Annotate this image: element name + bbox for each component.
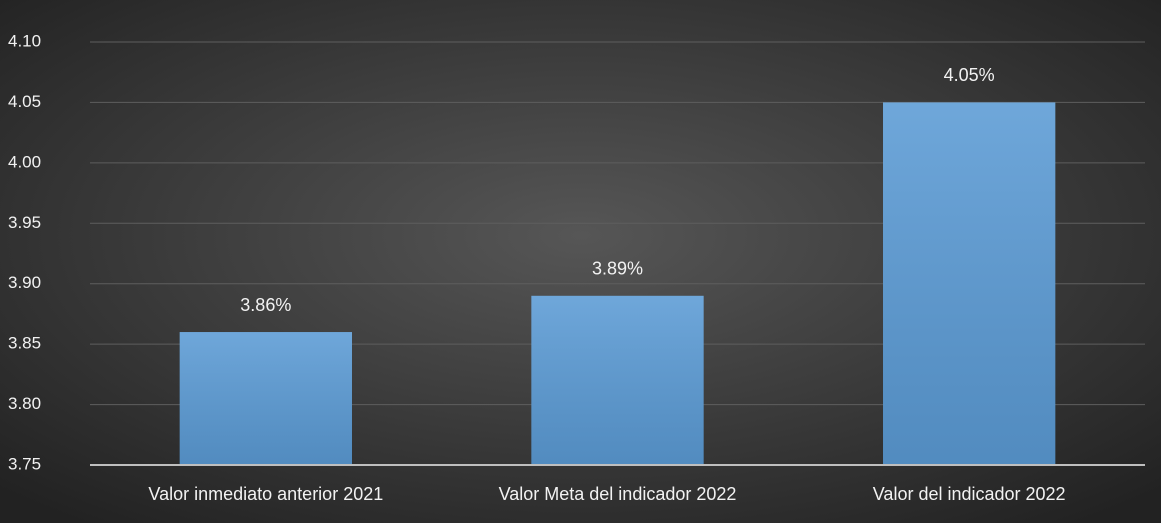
y-tick-label: 3.90 <box>8 273 41 292</box>
x-tick-label: Valor inmediato anterior 2021 <box>148 484 383 504</box>
y-tick-label: 4.05 <box>8 92 41 111</box>
bar <box>883 102 1056 465</box>
bar <box>531 295 704 465</box>
y-tick-label: 3.80 <box>8 394 41 413</box>
y-tick-label: 3.85 <box>8 334 41 353</box>
data-label: 4.05% <box>944 65 995 85</box>
data-label: 3.89% <box>592 259 643 279</box>
y-tick-label: 3.95 <box>8 213 41 232</box>
y-tick-label: 4.00 <box>8 152 41 171</box>
y-tick-label: 3.75 <box>8 454 41 473</box>
x-tick-label: Valor del indicador 2022 <box>873 484 1066 504</box>
bar <box>179 332 352 465</box>
y-tick-label: 4.10 <box>8 31 41 50</box>
data-label: 3.86% <box>240 295 291 315</box>
x-tick-label: Valor Meta del indicador 2022 <box>499 484 737 504</box>
